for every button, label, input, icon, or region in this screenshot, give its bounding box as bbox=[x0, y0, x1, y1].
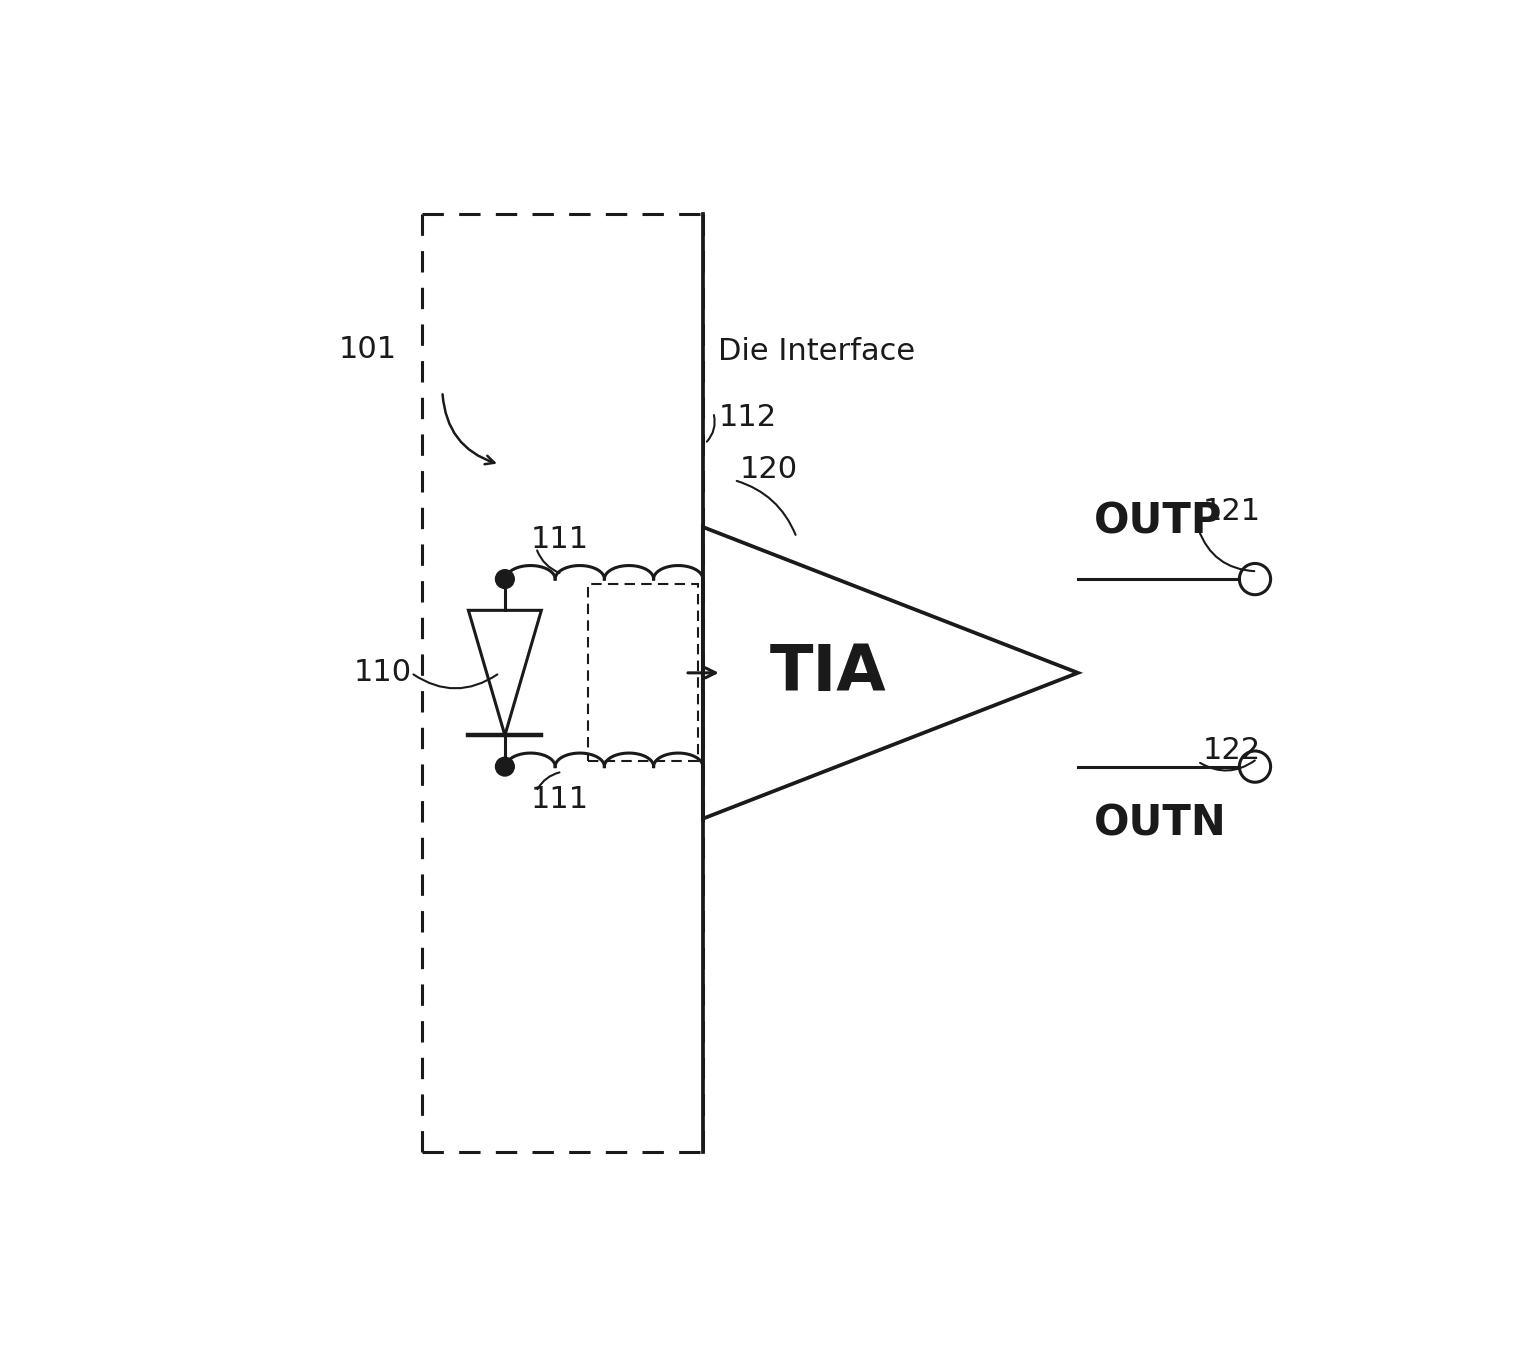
Text: 121: 121 bbox=[1203, 497, 1261, 526]
Text: 120: 120 bbox=[739, 455, 798, 484]
Text: 111: 111 bbox=[531, 525, 589, 553]
Circle shape bbox=[495, 570, 514, 589]
Text: 101: 101 bbox=[337, 336, 396, 364]
Text: 112: 112 bbox=[718, 403, 776, 432]
Text: OUTN: OUTN bbox=[1094, 802, 1226, 844]
Text: 111: 111 bbox=[531, 786, 589, 815]
Circle shape bbox=[495, 758, 514, 777]
Text: TIA: TIA bbox=[770, 641, 887, 704]
Text: 110: 110 bbox=[354, 659, 413, 687]
Text: 122: 122 bbox=[1203, 736, 1261, 766]
Text: OUTP: OUTP bbox=[1094, 501, 1223, 543]
Text: Die Interface: Die Interface bbox=[718, 337, 916, 365]
